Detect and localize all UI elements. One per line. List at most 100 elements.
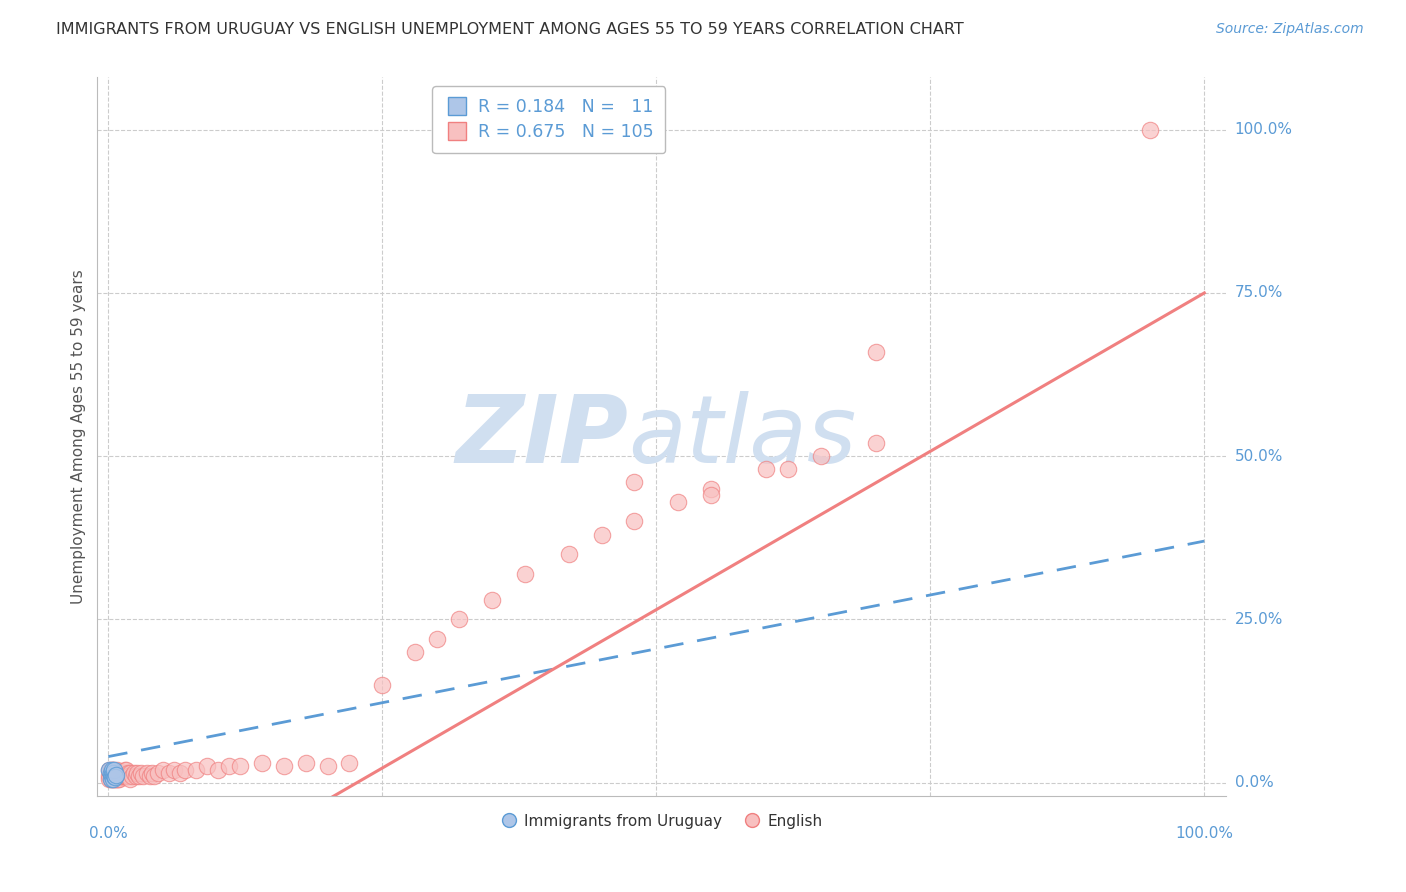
- Point: [174, 763, 197, 777]
- Point: [110, 769, 132, 783]
- Point: [117, 765, 139, 780]
- Point: [294, 756, 316, 771]
- Point: [135, 765, 157, 780]
- Legend: Immigrants from Uruguay, English: Immigrants from Uruguay, English: [495, 807, 830, 835]
- Point: [114, 769, 136, 783]
- Point: [101, 769, 124, 783]
- Point: [98, 769, 121, 783]
- Point: [623, 515, 645, 529]
- Point: [112, 769, 135, 783]
- Point: [404, 645, 426, 659]
- Point: [250, 756, 273, 771]
- Point: [169, 765, 191, 780]
- Text: Source: ZipAtlas.com: Source: ZipAtlas.com: [1216, 22, 1364, 37]
- Point: [700, 482, 723, 496]
- Point: [273, 759, 295, 773]
- Point: [115, 769, 138, 783]
- Point: [101, 763, 124, 777]
- Text: IMMIGRANTS FROM URUGUAY VS ENGLISH UNEMPLOYMENT AMONG AGES 55 TO 59 YEARS CORREL: IMMIGRANTS FROM URUGUAY VS ENGLISH UNEMP…: [56, 22, 965, 37]
- Point: [103, 763, 125, 777]
- Point: [100, 763, 122, 777]
- Point: [110, 765, 132, 780]
- Point: [103, 769, 125, 783]
- Point: [108, 772, 131, 787]
- Point: [100, 765, 122, 780]
- Text: 0.0%: 0.0%: [89, 826, 128, 841]
- Point: [107, 769, 129, 783]
- Point: [110, 765, 132, 780]
- Text: 25.0%: 25.0%: [1234, 612, 1282, 627]
- Point: [103, 769, 125, 783]
- Point: [98, 763, 121, 777]
- Point: [100, 772, 122, 787]
- Point: [100, 765, 122, 780]
- Point: [101, 772, 124, 787]
- Text: 100.0%: 100.0%: [1234, 122, 1292, 137]
- Point: [104, 768, 127, 782]
- Point: [98, 763, 121, 777]
- Y-axis label: Unemployment Among Ages 55 to 59 years: Unemployment Among Ages 55 to 59 years: [72, 269, 86, 604]
- Point: [152, 763, 174, 777]
- Point: [101, 772, 124, 787]
- Point: [141, 765, 163, 780]
- Text: 0.0%: 0.0%: [1234, 775, 1274, 790]
- Point: [125, 769, 148, 783]
- Point: [132, 769, 155, 783]
- Point: [157, 765, 180, 780]
- Point: [107, 765, 129, 780]
- Point: [108, 765, 131, 780]
- Text: atlas: atlas: [628, 391, 856, 482]
- Point: [865, 344, 887, 359]
- Point: [339, 756, 361, 771]
- Point: [118, 769, 141, 783]
- Text: ZIP: ZIP: [456, 391, 628, 483]
- Point: [776, 462, 799, 476]
- Point: [122, 765, 145, 780]
- Point: [104, 769, 127, 783]
- Point: [218, 759, 240, 773]
- Point: [121, 769, 143, 783]
- Point: [557, 547, 579, 561]
- Point: [114, 763, 136, 777]
- Point: [128, 769, 150, 783]
- Point: [104, 765, 127, 780]
- Point: [316, 759, 339, 773]
- Point: [163, 763, 186, 777]
- Point: [700, 488, 723, 502]
- Point: [105, 763, 128, 777]
- Point: [100, 763, 122, 777]
- Point: [111, 769, 134, 783]
- Point: [110, 769, 132, 783]
- Point: [865, 436, 887, 450]
- Point: [591, 527, 613, 541]
- Point: [184, 763, 207, 777]
- Point: [104, 771, 127, 785]
- Point: [146, 765, 169, 780]
- Point: [125, 765, 148, 780]
- Point: [481, 592, 503, 607]
- Point: [513, 566, 536, 581]
- Point: [104, 769, 127, 783]
- Point: [104, 772, 127, 787]
- Point: [107, 772, 129, 787]
- Point: [666, 495, 689, 509]
- Point: [100, 765, 122, 780]
- Point: [623, 475, 645, 490]
- Point: [100, 763, 122, 777]
- Point: [100, 769, 122, 783]
- Point: [115, 769, 138, 783]
- Point: [101, 765, 124, 780]
- Point: [810, 449, 832, 463]
- Text: 50.0%: 50.0%: [1234, 449, 1282, 464]
- Point: [105, 772, 128, 787]
- Point: [104, 772, 127, 787]
- Point: [112, 765, 135, 780]
- Point: [426, 632, 449, 646]
- Point: [100, 772, 122, 787]
- Point: [371, 678, 394, 692]
- Point: [98, 772, 121, 787]
- Point: [447, 612, 470, 626]
- Point: [143, 769, 166, 783]
- Point: [120, 765, 142, 780]
- Point: [100, 772, 122, 787]
